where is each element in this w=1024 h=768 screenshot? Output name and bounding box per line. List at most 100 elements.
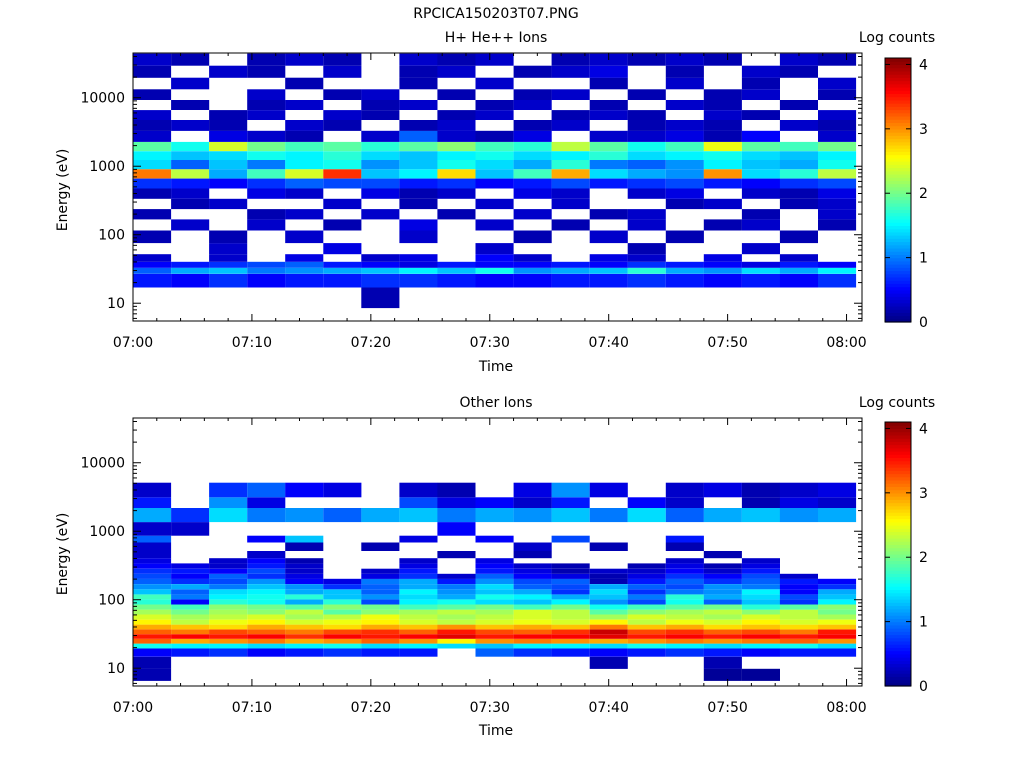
heatmap-cell	[627, 267, 666, 274]
heatmap-cell	[818, 130, 857, 142]
x-tick-label: 08:00	[826, 700, 866, 716]
heatmap-cell	[513, 230, 552, 244]
heatmap-cell	[589, 169, 628, 179]
heatmap-cell	[703, 219, 742, 231]
heatmap-cell	[247, 273, 286, 288]
colorbar-swatch	[885, 499, 911, 504]
heatmap-cell	[171, 160, 210, 170]
colorbar-swatch	[885, 470, 911, 475]
heatmap-cell	[361, 130, 400, 142]
heatmap-cell	[779, 619, 818, 625]
heatmap-cell	[171, 614, 210, 620]
heatmap-cell	[285, 578, 324, 584]
heatmap-cell	[133, 668, 172, 681]
heatmap-cell	[703, 169, 742, 179]
heatmap-cell	[171, 169, 210, 179]
colorbar-swatch	[885, 557, 911, 562]
heatmap-cell	[741, 209, 780, 220]
heatmap-cell	[323, 53, 362, 66]
heatmap-cell	[551, 267, 590, 274]
colorbar-swatch	[885, 228, 911, 233]
heatmap-cell	[551, 482, 590, 498]
colorbar-swatch	[885, 473, 911, 478]
colorbar-swatch	[885, 531, 911, 536]
heatmap-cell	[741, 77, 780, 90]
heatmap-cell	[665, 198, 704, 210]
x-tick-label: 07:00	[113, 700, 153, 716]
heatmap-cell	[475, 219, 514, 231]
heatmap-cell	[741, 629, 780, 635]
heatmap-cell	[551, 219, 590, 231]
heatmap-cell	[779, 508, 818, 523]
colorbar-swatch	[885, 676, 911, 681]
heatmap-cell	[437, 141, 476, 152]
heatmap-cell	[627, 273, 666, 288]
heatmap-cell	[247, 578, 286, 584]
heatmap-cell	[703, 508, 742, 523]
heatmap-cell	[247, 619, 286, 625]
heatmap-cell	[437, 594, 476, 600]
heatmap-cell	[741, 599, 780, 605]
colorbar-tick-label: 0	[919, 679, 928, 695]
heatmap-cell	[551, 89, 590, 100]
heatmap-cell	[285, 261, 324, 268]
heatmap-cell	[513, 497, 552, 508]
heatmap-cell	[779, 638, 818, 644]
heatmap-cell	[551, 568, 590, 574]
heatmap-cell	[247, 508, 286, 523]
x-tick-label: 07:10	[232, 335, 272, 351]
heatmap-cell	[133, 599, 172, 605]
heatmap-cell	[247, 482, 286, 498]
heatmap-cell	[133, 53, 172, 66]
heatmap-cell	[361, 589, 400, 595]
heatmap-cell	[513, 273, 552, 288]
axes: 07:00 07:10 07:20 07:30 07:40 07:50 08:00 10 100…	[80, 53, 867, 351]
heatmap-cell	[779, 169, 818, 179]
heatmap-cell	[627, 219, 666, 231]
heatmap-cell	[323, 120, 362, 131]
heatmap-cell	[133, 130, 172, 142]
heatmap-cell	[589, 619, 628, 625]
colorbar-swatch	[885, 238, 911, 243]
heatmap-cell	[285, 230, 324, 244]
heatmap-cell	[437, 497, 476, 508]
heatmap-cell	[741, 584, 780, 590]
heatmap-cell	[323, 273, 362, 288]
heatmap-cell	[703, 53, 742, 66]
colorbar-swatch	[885, 457, 911, 462]
heatmap-cell	[247, 89, 286, 100]
heatmap-cell	[361, 178, 400, 189]
heatmap-cell	[361, 604, 400, 610]
heatmap-cell	[171, 100, 210, 110]
heatmap-cell	[209, 638, 248, 644]
heatmap-cell	[133, 89, 172, 100]
colorbar-swatch	[885, 582, 911, 587]
heatmap-cell	[399, 609, 438, 615]
colorbar-swatch	[885, 660, 911, 665]
heatmap-cell	[665, 77, 704, 90]
heatmap-cell	[361, 89, 400, 100]
heatmap-cell	[323, 643, 362, 649]
heatmap-cell	[323, 508, 362, 523]
heatmap-cell	[209, 198, 248, 210]
heatmap-cell	[171, 120, 210, 131]
heatmap-cell	[589, 151, 628, 160]
heatmap-cell	[285, 619, 324, 625]
heatmap-cell	[513, 624, 552, 630]
heatmap-cell	[589, 638, 628, 644]
heatmap-cell	[133, 110, 172, 120]
heatmap-cell	[323, 584, 362, 590]
heatmap-cell	[399, 624, 438, 630]
colorbar-swatch	[885, 148, 911, 152]
heatmap-cell	[741, 573, 780, 579]
colorbar-swatch	[885, 544, 911, 549]
heatmap-cell	[627, 120, 666, 131]
heatmap-cell	[589, 160, 628, 170]
heatmap-cell	[741, 634, 780, 639]
heatmap-cell	[171, 648, 210, 657]
heatmap-cell	[741, 65, 780, 78]
heatmap-cell	[703, 273, 742, 288]
heatmap-cell	[209, 160, 248, 170]
heatmap-cell	[171, 508, 210, 523]
heatmap-cell	[285, 599, 324, 605]
